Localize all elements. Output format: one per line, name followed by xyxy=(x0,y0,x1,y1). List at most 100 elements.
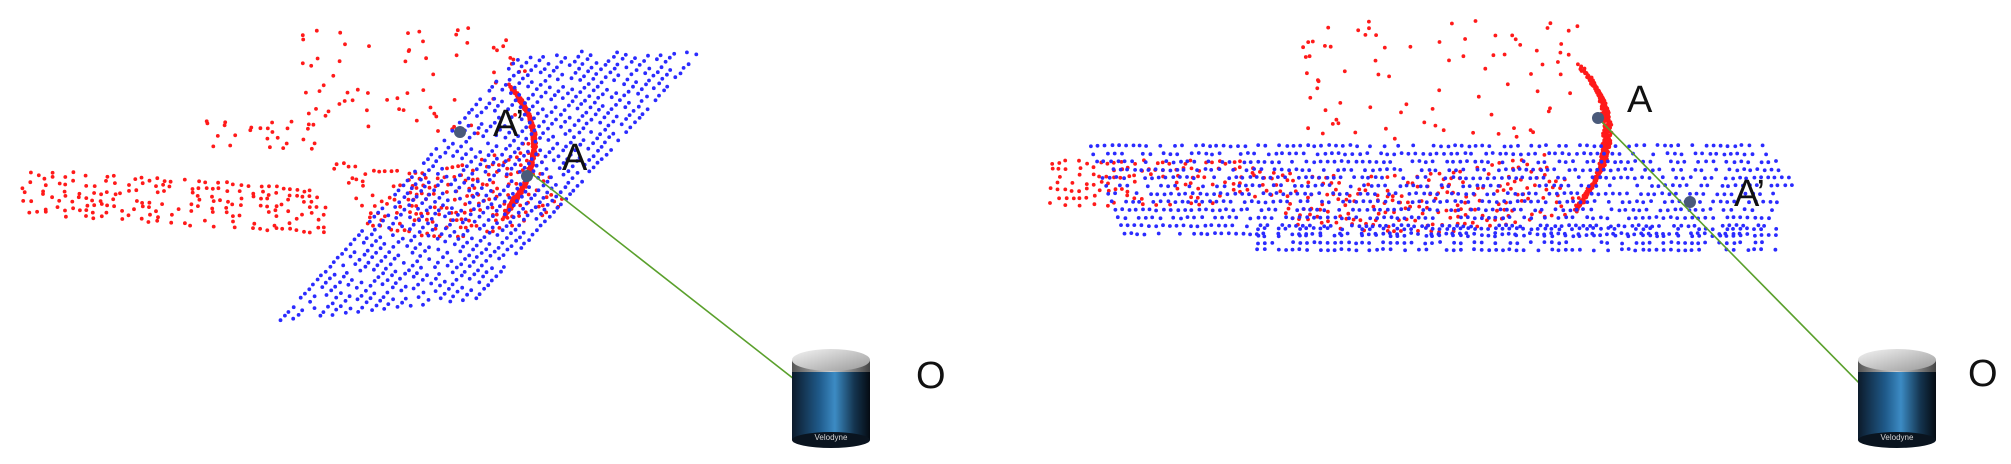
right-red-point-cloud xyxy=(1048,19,1614,235)
red-point xyxy=(281,146,286,151)
red-point xyxy=(113,192,118,197)
blue-point xyxy=(1567,223,1571,228)
red-point xyxy=(105,203,109,208)
blue-point xyxy=(383,254,388,259)
blue-point xyxy=(1630,224,1635,228)
red-point xyxy=(1071,196,1076,201)
red-point xyxy=(168,179,173,184)
blue-point xyxy=(1124,143,1128,148)
red-point xyxy=(1416,229,1420,233)
red-point xyxy=(1168,202,1172,207)
blue-point xyxy=(1511,152,1516,157)
red-point xyxy=(1464,194,1469,199)
blue-point xyxy=(1509,144,1513,149)
red-point xyxy=(1581,193,1586,198)
blue-point xyxy=(1631,208,1636,212)
blue-point xyxy=(1342,167,1346,172)
blue-point xyxy=(658,53,663,58)
blue-point xyxy=(607,135,612,140)
blue-point xyxy=(1444,231,1449,236)
blue-point xyxy=(1095,159,1099,164)
blue-point xyxy=(1155,192,1160,197)
red-point xyxy=(309,199,314,204)
blue-point xyxy=(1458,176,1463,180)
blue-point xyxy=(1544,143,1548,148)
blue-point xyxy=(1641,233,1645,238)
blue-point xyxy=(536,188,541,193)
blue-point xyxy=(1290,247,1295,252)
blue-point xyxy=(405,191,410,196)
red-point xyxy=(1326,209,1330,214)
blue-point xyxy=(500,240,505,245)
blue-point xyxy=(1617,208,1622,213)
blue-point xyxy=(1731,248,1736,252)
blue-point xyxy=(1588,224,1593,228)
blue-point xyxy=(1491,192,1496,196)
blue-point xyxy=(1445,227,1450,231)
blue-point xyxy=(1665,151,1670,156)
blue-point xyxy=(1133,207,1138,212)
blue-point xyxy=(1305,248,1309,252)
blue-point xyxy=(1493,234,1497,239)
blue-point xyxy=(1533,191,1538,196)
blue-point xyxy=(1347,240,1351,245)
blue-point xyxy=(1564,240,1569,245)
red-point xyxy=(1488,223,1492,228)
red-point xyxy=(183,221,187,226)
blue-point xyxy=(1350,152,1355,157)
blue-point xyxy=(1459,143,1464,148)
blue-point xyxy=(1306,184,1310,189)
blue-point xyxy=(1771,191,1775,196)
red-point xyxy=(1558,72,1563,77)
red-point xyxy=(421,39,425,44)
blue-point xyxy=(467,135,472,140)
blue-point xyxy=(1547,191,1552,196)
blue-point xyxy=(1490,207,1495,212)
red-point xyxy=(224,210,229,215)
blue-point xyxy=(628,125,633,130)
red-point xyxy=(395,228,400,233)
blue-point xyxy=(1374,160,1379,164)
blue-point xyxy=(584,110,589,115)
blue-point xyxy=(521,230,526,235)
blue-point xyxy=(1683,216,1687,220)
blue-point xyxy=(1665,208,1670,213)
blue-point xyxy=(363,264,368,269)
blue-point xyxy=(560,96,565,100)
blue-point xyxy=(1529,143,1534,148)
blue-point xyxy=(1326,200,1331,205)
blue-point xyxy=(1591,226,1596,230)
blue-point xyxy=(541,55,545,59)
blue-point xyxy=(1485,192,1490,197)
blue-point xyxy=(1122,231,1127,236)
blue-point xyxy=(427,257,432,261)
blue-point xyxy=(493,196,498,201)
blue-point xyxy=(476,126,481,130)
blue-point xyxy=(1453,143,1457,148)
blue-point xyxy=(1742,152,1747,157)
blue-point xyxy=(410,175,414,180)
red-point xyxy=(350,98,355,103)
red-point xyxy=(423,176,428,180)
blue-point xyxy=(1424,226,1428,230)
blue-point xyxy=(477,280,482,285)
blue-point xyxy=(538,200,542,205)
blue-point xyxy=(1168,168,1173,173)
blue-point xyxy=(487,165,491,169)
red-point xyxy=(57,198,62,203)
blue-point xyxy=(1249,199,1254,204)
blue-point xyxy=(458,249,463,254)
red-point xyxy=(391,184,396,189)
blue-point xyxy=(1732,241,1737,246)
blue-point xyxy=(1466,234,1470,239)
blue-point xyxy=(1688,175,1693,180)
blue-point xyxy=(1728,152,1733,156)
blue-point xyxy=(1604,175,1608,180)
red-point xyxy=(1057,161,1062,165)
blue-point xyxy=(477,292,482,297)
blue-point xyxy=(549,97,554,102)
blue-point xyxy=(1766,160,1771,165)
blue-point xyxy=(1493,241,1498,246)
red-point xyxy=(197,197,202,202)
blue-point xyxy=(529,157,534,161)
